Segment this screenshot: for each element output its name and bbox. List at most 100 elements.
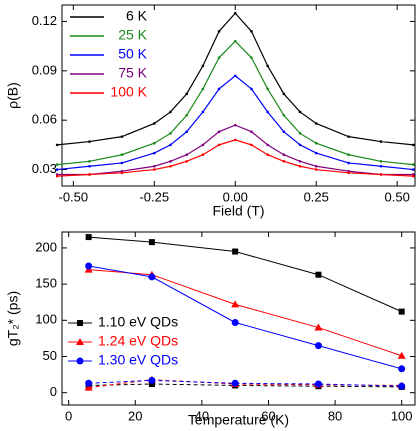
- marker: [347, 153, 350, 157]
- marker: [169, 132, 172, 135]
- x-tick-label: 80: [328, 408, 342, 423]
- marker: [314, 342, 322, 350]
- marker: [412, 163, 415, 166]
- marker: [314, 380, 322, 388]
- marker: [250, 143, 253, 147]
- marker: [55, 168, 59, 171]
- marker: [152, 141, 156, 145]
- legend-label: 25 K: [118, 27, 147, 43]
- marker: [88, 164, 91, 168]
- marker: [148, 381, 155, 388]
- marker: [152, 151, 156, 155]
- marker: [55, 163, 59, 166]
- legend-label: 6 K: [126, 8, 148, 24]
- marker: [152, 164, 156, 168]
- marker: [88, 160, 91, 163]
- marker: [266, 87, 269, 91]
- y-axis-label: gT₂* (ps): [5, 291, 21, 346]
- marker: [266, 143, 269, 147]
- marker: [347, 135, 350, 138]
- marker: [233, 138, 237, 142]
- marker: [314, 141, 318, 145]
- marker: [120, 171, 124, 175]
- x-tick-label: 100: [391, 408, 413, 423]
- marker: [282, 130, 286, 133]
- y-axis-label: ρ(B): [5, 82, 21, 109]
- legend-marker: [77, 320, 83, 326]
- marker: [412, 174, 415, 178]
- marker: [412, 143, 415, 147]
- marker: [120, 153, 124, 157]
- marker: [169, 160, 172, 163]
- marker: [232, 248, 239, 255]
- marker: [148, 376, 156, 384]
- legend-marker: [76, 338, 84, 345]
- marker: [398, 308, 405, 315]
- x-tick-label: 0: [65, 408, 72, 423]
- marker: [412, 168, 415, 171]
- marker: [379, 160, 383, 163]
- plot-frame: [61, 231, 416, 406]
- marker: [397, 351, 406, 359]
- marker: [266, 153, 269, 157]
- marker: [201, 153, 205, 157]
- marker: [55, 143, 59, 147]
- marker: [298, 132, 302, 135]
- marker: [120, 161, 124, 165]
- x-tick-label: 40: [195, 408, 209, 423]
- legend-label: 50 K: [118, 46, 147, 62]
- marker: [282, 92, 286, 96]
- marker: [231, 379, 239, 387]
- marker: [379, 140, 383, 143]
- marker: [314, 122, 318, 125]
- marker: [185, 153, 188, 157]
- series-line: [88, 379, 402, 387]
- marker: [314, 151, 318, 155]
- y-tick-label: 0.12: [32, 13, 57, 28]
- marker: [185, 130, 188, 133]
- x-tick-label: 60: [261, 408, 275, 423]
- marker: [282, 153, 286, 157]
- marker: [217, 56, 221, 59]
- marker: [217, 87, 221, 91]
- marker: [347, 171, 350, 175]
- series-line: [57, 139, 414, 177]
- y-tick-label: 200: [35, 239, 57, 254]
- marker: [298, 143, 302, 147]
- marker: [231, 300, 240, 308]
- marker: [217, 30, 221, 33]
- y-tick-label: 0: [50, 384, 57, 399]
- marker: [298, 160, 302, 163]
- legend-marker: [76, 357, 84, 365]
- y-tick-label: 0.03: [32, 161, 57, 176]
- marker: [88, 140, 91, 143]
- marker: [120, 135, 124, 138]
- marker: [185, 160, 188, 163]
- legend-label: 100 K: [110, 84, 147, 100]
- marker: [398, 365, 406, 373]
- marker: [250, 30, 253, 33]
- marker: [152, 122, 156, 125]
- plot-frame: [61, 4, 416, 187]
- marker: [148, 273, 156, 281]
- marker: [231, 318, 239, 326]
- marker: [233, 39, 237, 43]
- marker: [217, 130, 221, 133]
- marker: [314, 168, 318, 171]
- legend-label: 1.24 eV QDs: [98, 333, 178, 349]
- marker: [379, 164, 383, 168]
- marker: [185, 92, 188, 96]
- marker: [169, 110, 172, 114]
- marker: [152, 168, 156, 171]
- marker: [217, 143, 221, 147]
- x-tick-label: 20: [128, 408, 142, 423]
- marker: [84, 383, 93, 391]
- marker: [88, 173, 91, 176]
- marker: [314, 323, 323, 331]
- marker: [85, 379, 93, 387]
- series-line: [57, 40, 414, 166]
- marker: [85, 262, 93, 270]
- marker: [266, 110, 269, 114]
- marker: [233, 74, 237, 78]
